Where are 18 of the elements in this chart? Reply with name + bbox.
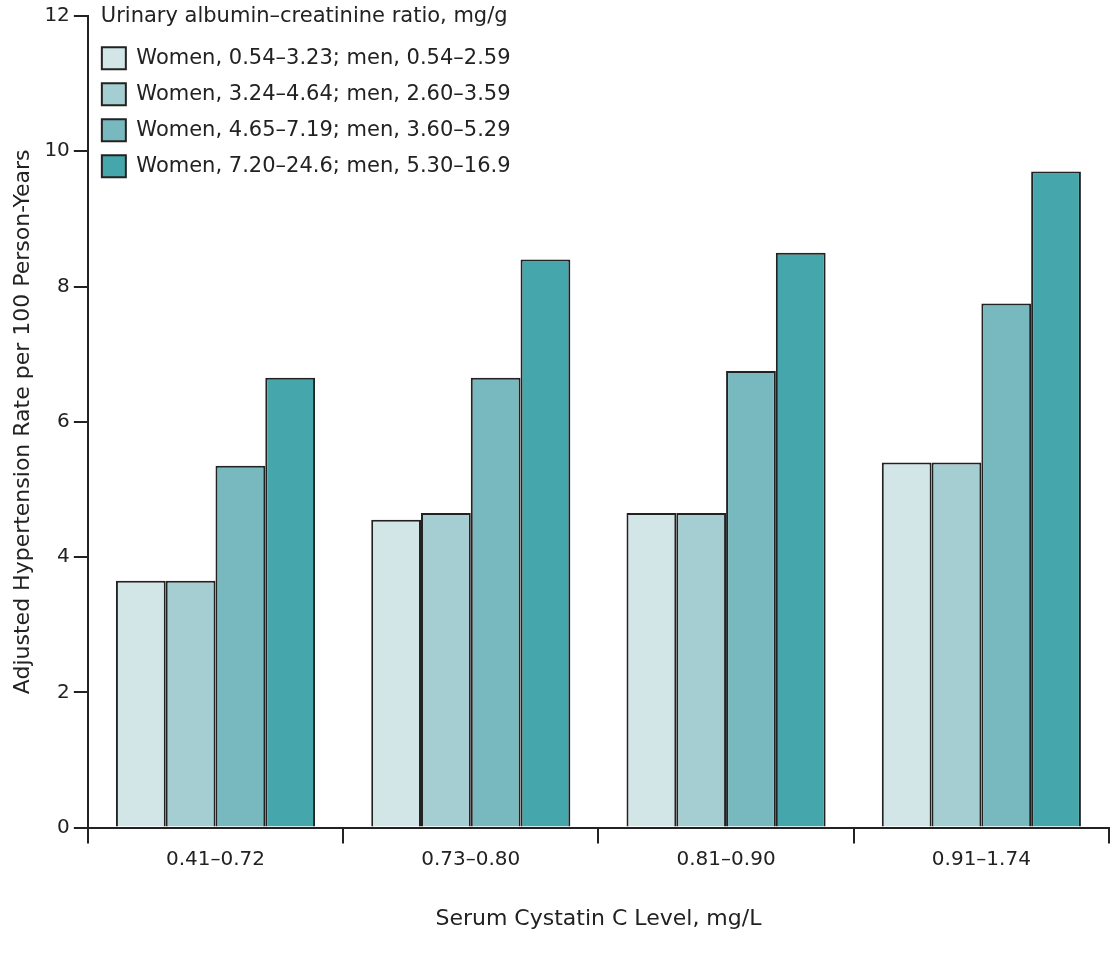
- x-tick-label: 0.91–1.74: [931, 845, 1031, 870]
- y-axis-title: Adjusted Hypertension Rate per 100 Person-Years: [8, 149, 34, 695]
- y-tick-label: 6: [57, 408, 70, 432]
- x-tick-label: 0.81–0.90: [676, 845, 776, 870]
- y-tick-label: 2: [57, 678, 70, 703]
- legend-label: Women, 7.20–24.6; men, 5.30–16.9: [136, 152, 511, 177]
- x-axis-title: Serum Cystatin C Level, mg/L: [435, 904, 763, 930]
- legend-label: Women, 4.65–7.19; men, 3.60–5.29: [136, 116, 511, 141]
- y-tick-label: 0: [57, 813, 70, 838]
- x-tick-label: 0.41–0.72: [165, 845, 266, 870]
- legend-label: Women, 0.54–3.23; men, 0.54–2.59: [136, 44, 511, 69]
- legend-title: Urinary albumin–creatinine ratio, mg/g: [100, 2, 508, 27]
- x-tick-label: 0.73–0.80: [421, 845, 521, 870]
- y-tick-label: 12: [44, 2, 70, 27]
- y-tick-label: 8: [57, 272, 70, 297]
- legend-label: Women, 3.24–4.64; men, 2.60–3.59: [136, 80, 511, 105]
- y-tick-label: 4: [57, 543, 70, 568]
- y-tick-label: 10: [44, 137, 70, 162]
